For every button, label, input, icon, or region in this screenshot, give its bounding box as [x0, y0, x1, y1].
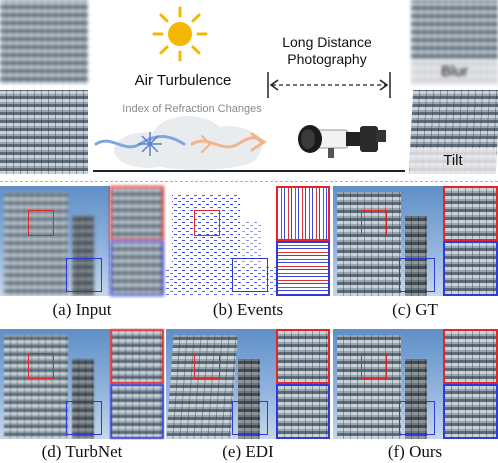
- tilt-example-crop: Tilt: [408, 90, 498, 174]
- edi-red-roi: [194, 353, 220, 379]
- gt-red-roi: [361, 210, 387, 236]
- tilt-label: Tilt: [409, 148, 497, 174]
- dashed-separator: [0, 181, 498, 182]
- long-distance-label-line2: Photography: [287, 51, 367, 67]
- gt-blue-roi: [399, 258, 435, 292]
- events-zoom-blue: [276, 241, 330, 296]
- ours-blue-roi: [399, 401, 435, 435]
- turbnet-red-roi: [28, 353, 54, 379]
- blur-label: Blur: [411, 59, 498, 85]
- sun-icon: [152, 6, 208, 62]
- caption-events: (b) Events: [212, 300, 284, 319]
- caption-edi: (e) EDI: [222, 442, 274, 461]
- long-distance-label-line1: Long Distance: [282, 34, 372, 50]
- distance-arrow-icon: [267, 72, 391, 98]
- camera-lens-icon: [298, 125, 386, 158]
- caption-input: (a) Input: [52, 300, 112, 319]
- caption-ours: (f) Ours: [387, 442, 443, 461]
- ours-zoom-blue: [443, 384, 498, 439]
- gt-building-side: [405, 216, 427, 296]
- events-image: [166, 186, 276, 296]
- edi-zoom-blue: [276, 384, 330, 439]
- turbnet-blue-roi: [66, 401, 102, 435]
- gt-building: [337, 192, 401, 296]
- gt-image: [333, 186, 443, 296]
- input-zoom-blue: [110, 241, 164, 296]
- edi-building: [166, 335, 238, 439]
- edi-zoom-red: [276, 329, 330, 384]
- gt-zoom-red: [443, 186, 498, 241]
- blur-example-crop: Blur: [411, 0, 498, 85]
- caption-turbnet: (d) TurbNet: [41, 442, 123, 461]
- input-image: [0, 186, 110, 296]
- events-blue-roi: [232, 258, 268, 292]
- blurred-building-crop-top: [0, 0, 88, 84]
- ours-building: [337, 335, 401, 439]
- cloud-icon: [114, 116, 262, 170]
- air-turbulence-label: Air Turbulence: [134, 72, 232, 89]
- turbnet-building: [4, 335, 68, 439]
- ours-zoom-red: [443, 329, 498, 384]
- refraction-label: Index of Refraction Changes: [122, 103, 262, 115]
- turbnet-image: [0, 329, 110, 439]
- ground-line: [93, 170, 405, 172]
- ours-building-side: [405, 359, 427, 439]
- wind-waves-icon: [94, 132, 267, 156]
- events-zoom-red: [276, 186, 330, 241]
- edi-image: [166, 329, 276, 439]
- turbnet-zoom-red: [110, 329, 164, 384]
- gt-zoom-blue: [443, 241, 498, 296]
- events-red-roi: [194, 210, 220, 236]
- turbnet-zoom-blue: [110, 384, 164, 439]
- edi-building-side: [238, 359, 260, 439]
- ours-red-roi: [361, 353, 387, 379]
- turbnet-building-side: [72, 359, 94, 439]
- input-blue-roi: [66, 258, 102, 292]
- ours-image: [333, 329, 443, 439]
- caption-gt: (c) GT: [392, 300, 438, 319]
- input-building: [4, 192, 68, 296]
- input-zoom-red: [110, 186, 164, 241]
- input-building-side: [72, 216, 94, 296]
- building-crop-bottom: [0, 90, 88, 174]
- input-red-roi: [28, 210, 54, 236]
- edi-blue-roi: [232, 401, 268, 435]
